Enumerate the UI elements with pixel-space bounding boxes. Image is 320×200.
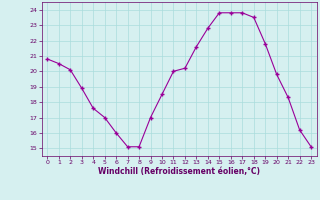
X-axis label: Windchill (Refroidissement éolien,°C): Windchill (Refroidissement éolien,°C) [98, 167, 260, 176]
